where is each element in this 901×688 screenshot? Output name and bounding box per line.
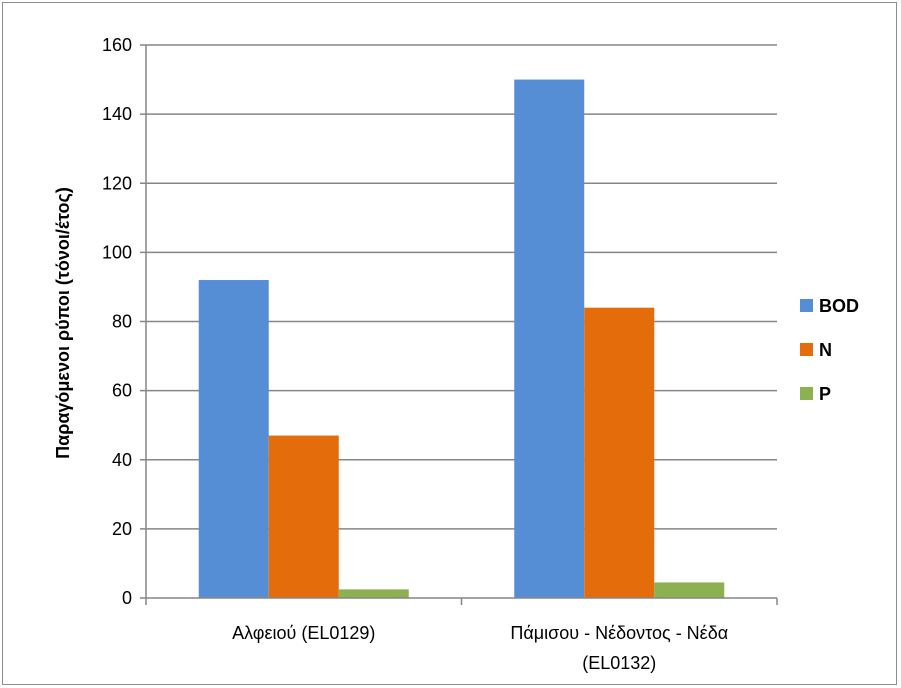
bars [198, 79, 725, 598]
bar-bod-1 [198, 280, 269, 598]
axes [145, 45, 778, 605]
y-tick-label: 80 [112, 312, 132, 332]
y-tick-label: 20 [112, 519, 132, 539]
y-tick-label: 0 [122, 588, 132, 608]
x-axis-labels: Αλφειού (EL0129) Πάμισου - Νέδοντος - Νέδ… [232, 623, 728, 673]
y-tick-label: 40 [112, 450, 132, 470]
bar-p-1 [338, 589, 409, 598]
x-category-label: (EL0132) [582, 653, 656, 673]
legend-label-p: P [819, 384, 831, 404]
legend-swatch-bod [800, 299, 813, 312]
legend-label-n: N [819, 340, 832, 360]
legend-swatch-n [800, 343, 813, 356]
y-tick-label: 100 [102, 242, 132, 262]
bar-chart: 0 20 40 60 80 100 120 140 160 Αλφειού (EL0129) Πά… [53, 35, 859, 673]
bar-p-2 [654, 582, 725, 598]
bar-n-1 [268, 435, 339, 598]
y-tick-label: 60 [112, 381, 132, 401]
y-tick-label: 160 [102, 35, 132, 55]
legend-swatch-p [800, 387, 813, 400]
y-tick-label: 120 [102, 173, 132, 193]
bar-bod-2 [514, 79, 585, 598]
y-tick-label: 140 [102, 104, 132, 124]
bar-n-2 [584, 307, 655, 598]
y-axis-label: Παραγόμενοι ρύποι (τόνοι/έτος) [53, 187, 73, 459]
x-category-label: Πάμισου - Νέδοντος - Νέδα [510, 623, 728, 643]
y-axis-ticks: 0 20 40 60 80 100 120 140 160 [102, 35, 146, 608]
legend-label-bod: BOD [819, 296, 859, 316]
legend: BOD N P [800, 296, 859, 404]
x-category-label: Αλφειού (EL0129) [232, 623, 375, 643]
